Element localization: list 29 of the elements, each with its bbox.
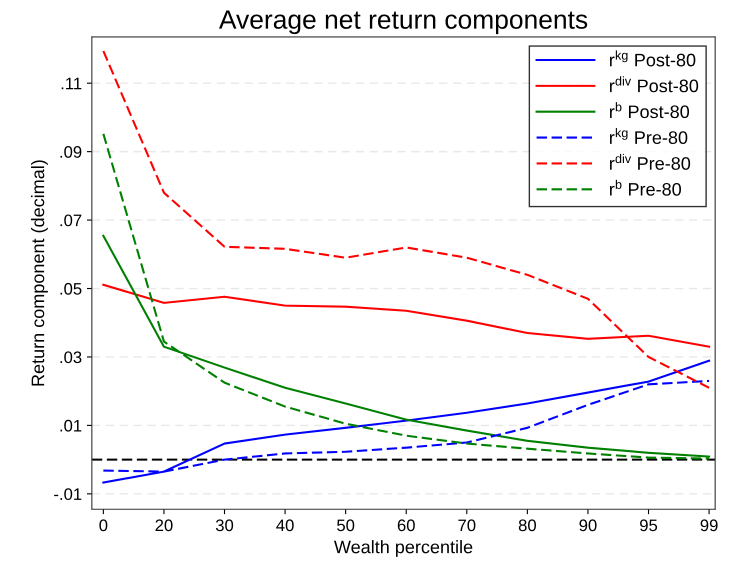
x-tick-label: 80 (518, 519, 536, 532)
line-series (102, 360, 710, 484)
x-tick-label: 90 (579, 519, 597, 532)
legend-label: r$^{div}$ Post-80 (610, 76, 698, 92)
y-tick-label: .07 (60, 214, 82, 226)
legend-label: r$^{kg}$ Post-80 (610, 50, 696, 66)
y-tick-label: .09 (60, 146, 82, 158)
legend-label: r$^{div}$ Pre-80 (610, 154, 690, 170)
x-tick-label: 40 (276, 519, 294, 532)
chart-title: Average net return components (218, 10, 588, 34)
y-tick-label: .11 (62, 78, 82, 90)
x-tick-label: 70 (458, 519, 476, 532)
x-tick-label: 0 (99, 519, 108, 532)
y-tick-label: .03 (60, 351, 82, 364)
y-tick-label: .01 (60, 420, 82, 432)
x-tick-label: 95 (640, 519, 658, 532)
x-tick-label: 50 (337, 519, 354, 532)
x-axis-title: Wealth percentile (334, 540, 472, 557)
x-tick-label: 60 (398, 519, 415, 532)
x-tick-label: 20 (156, 519, 173, 532)
line-series (102, 50, 710, 389)
legend-label: r$^{b}$ Post-80 (610, 102, 690, 118)
x-tick-label: 30 (216, 519, 234, 532)
legend-label: r$^{b}$ Pre-80 (610, 180, 681, 196)
y-axis-title: Return component (decimal) (31, 160, 48, 386)
y-tick-label: -.01 (54, 488, 82, 500)
legend-label: r$^{kg}$ Pre-80 (610, 128, 688, 144)
y-tick-label: .05 (60, 282, 82, 295)
x-tick-label: 99 (700, 519, 718, 532)
